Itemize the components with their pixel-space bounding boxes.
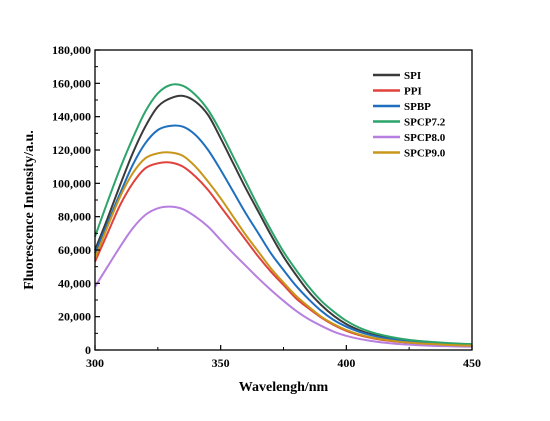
series-line-spcp9-0 [94, 151, 473, 347]
y-tick-label: 120,000 [52, 143, 91, 157]
legend-label-spcp8-0: SPCP8.0 [404, 132, 446, 144]
y-axis-title: Fluorescence Intensity/a.u. [22, 130, 37, 290]
legend-label-spcp9-0: SPCP9.0 [404, 148, 446, 160]
x-axis-title: Wavelengh/nm [239, 380, 329, 395]
x-tick-label: 350 [212, 356, 230, 370]
y-tick-label: 80,000 [58, 210, 91, 224]
legend-label-spcp7-2: SPCP7.2 [404, 117, 446, 129]
legend-label-spbp: SPBP [404, 101, 431, 113]
y-tick-label: 140,000 [52, 110, 91, 124]
y-tick-label: 60,000 [58, 243, 91, 257]
legend-label-spi: SPI [404, 70, 421, 82]
series-line-spcp8-0 [94, 205, 473, 348]
series-layer [94, 83, 473, 348]
y-tick-label: 160,000 [52, 76, 91, 90]
y-tick-label: 180,000 [52, 43, 91, 57]
series-line-ppi [94, 161, 473, 347]
ticks-layer: 300 350 400 450 0 20,000 40,000 60,000 80,000 100… [52, 43, 481, 370]
y-tick-label: 40,000 [58, 276, 91, 290]
y-tick-label: 100,000 [52, 176, 91, 190]
x-tick-label: 400 [337, 356, 355, 370]
x-tick-label: 300 [86, 356, 104, 370]
legend-label-ppi: PPI [404, 86, 422, 98]
y-tick-label: 0 [85, 343, 91, 357]
y-tick-label: 20,000 [58, 310, 91, 324]
x-tick-label: 450 [463, 356, 481, 370]
legend: SPI PPI SPBP SPCP7.2 SPCP8.0 SPCP9.0 [373, 70, 446, 160]
series-line-spcp7-2 [94, 83, 473, 346]
